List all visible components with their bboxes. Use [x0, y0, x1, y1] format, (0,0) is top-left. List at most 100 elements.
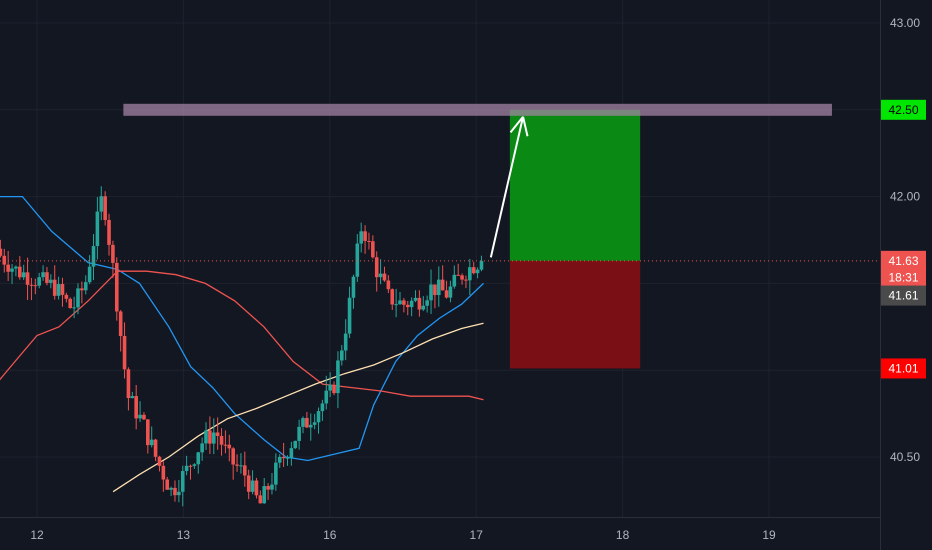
candle-39: [149, 426, 154, 448]
candle-body-26: [99, 196, 104, 212]
candle-body-36: [138, 414, 142, 419]
candle-80: [308, 413, 313, 441]
candle-18: [68, 297, 73, 309]
candle-body-92: [355, 243, 360, 277]
candle-body-83: [320, 403, 325, 412]
resistance-zone[interactable]: [123, 103, 832, 116]
candle-body-121: [468, 267, 472, 281]
candle-body-3: [10, 268, 14, 272]
candle-38: [146, 419, 150, 454]
time-axis[interactable]: 12 13 16 17 18 19: [30, 528, 776, 542]
candle-5: [17, 256, 22, 280]
candle-body-71: [274, 462, 278, 485]
candle-92: [355, 234, 360, 282]
moving-averages: [0, 195, 484, 493]
candle-31: [118, 310, 123, 352]
candle-body-50: [192, 464, 197, 466]
candle-body-47: [180, 471, 185, 492]
candle-23: [87, 255, 92, 285]
candle-22: [83, 275, 88, 295]
candle-body-90: [347, 297, 352, 334]
candle-body-102: [394, 304, 398, 306]
candle-70: [270, 473, 274, 495]
candle-body-80: [308, 424, 313, 428]
time-tick-16: 16: [323, 528, 337, 542]
candle-body-94: [363, 231, 367, 241]
candle-body-55: [211, 432, 216, 444]
price-badge-2: 18:31: [881, 267, 926, 288]
moving-average-0: [0, 195, 484, 462]
candle-body-72: [277, 456, 282, 463]
candle-86: [332, 381, 336, 396]
candle-body-12: [45, 272, 49, 283]
trend-arrow[interactable]: [489, 116, 529, 258]
candle-body-114: [440, 279, 445, 291]
candle-45: [173, 480, 177, 502]
price-badge-label-0: 42.50: [888, 103, 918, 117]
candle-body-93: [359, 231, 364, 244]
candle-33: [126, 367, 131, 411]
candle-16: [60, 277, 65, 307]
candle-102: [394, 288, 398, 318]
candle-119: [460, 273, 464, 285]
candle-42: [161, 461, 166, 492]
candle-body-40: [153, 439, 158, 457]
candle-37: [142, 412, 146, 420]
candle-body-101: [390, 289, 395, 305]
time-tick-19: 19: [762, 528, 776, 542]
candle-49: [188, 464, 193, 480]
candle-body-34: [130, 396, 135, 399]
candle-97: [374, 251, 379, 292]
candle-52: [200, 437, 204, 461]
candle-40: [153, 438, 158, 462]
price-badge-label-2: 18:31: [888, 270, 918, 284]
candle-118: [456, 263, 460, 276]
candle-body-84: [324, 390, 329, 404]
candle-115: [444, 280, 449, 299]
candle-8: [29, 277, 34, 301]
candle-body-67: [258, 495, 263, 504]
candle-body-8: [29, 284, 34, 286]
candle-95: [367, 232, 371, 250]
candle-13: [49, 274, 53, 289]
candle-body-13: [49, 279, 53, 283]
candle-body-24: [91, 246, 96, 267]
candle-43: [165, 476, 170, 490]
price-axis[interactable]: 43.00 42.00 40.50: [890, 16, 920, 464]
candle-body-39: [149, 439, 154, 446]
candle-111: [429, 269, 433, 314]
candle-body-98: [378, 273, 383, 278]
candle-body-41: [157, 456, 162, 466]
profit-zone: [509, 109, 641, 261]
candle-body-33: [126, 369, 131, 399]
candle-73: [281, 442, 286, 468]
candle-107: [413, 290, 418, 303]
candle-109: [421, 296, 426, 312]
candle-body-73: [281, 456, 286, 459]
candle-body-85: [328, 384, 332, 391]
candle-body-58: [223, 444, 228, 446]
candle-7: [25, 257, 30, 300]
candle-25: [95, 197, 100, 260]
price-badge-label-3: 41.61: [888, 289, 918, 303]
arrow-head-left: [522, 116, 529, 137]
candle-47: [180, 465, 185, 507]
long-position-tool[interactable]: [509, 109, 641, 369]
candle-body-20: [76, 288, 80, 308]
moving-average-1: [0, 270, 484, 401]
candle-body-23: [87, 266, 92, 283]
candle-body-44: [169, 487, 173, 490]
candle-50: [192, 463, 197, 469]
candle-body-60: [231, 448, 235, 465]
candle-14: [52, 265, 57, 300]
candle-body-113: [436, 279, 441, 296]
candle-body-37: [142, 414, 146, 420]
time-tick-18: 18: [616, 528, 630, 542]
candle-0: [0, 239, 3, 258]
candle-62: [239, 453, 243, 474]
candle-body-57: [219, 435, 224, 445]
candle-78: [301, 416, 305, 434]
candle-body-15: [56, 284, 61, 296]
candle-84: [324, 375, 329, 410]
